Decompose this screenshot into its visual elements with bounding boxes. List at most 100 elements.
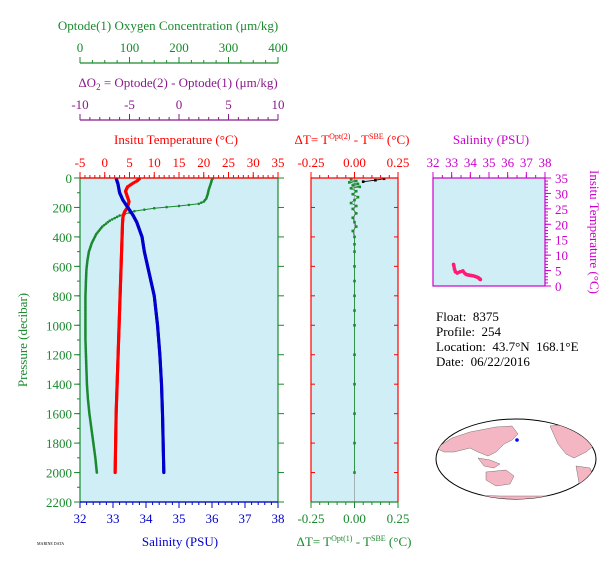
dt-opt2-point (353, 323, 356, 327)
dt-opt2-point (354, 189, 358, 193)
pressure-tick-label: 1200 (46, 348, 72, 363)
dt-opt2-line (349, 179, 360, 473)
ts-point (452, 264, 456, 268)
ts-density-contour (403, 0, 565, 15)
dt-opt2-point (351, 207, 355, 211)
ts-point (458, 270, 462, 274)
dt-opt2-point (354, 225, 358, 228)
ts-salinity-tick-label: 35 (483, 155, 496, 170)
ts-plot-frame (432, 177, 546, 287)
float-info-block: Float: 8375 Profile: 254 Location: 43.7°… (436, 309, 579, 369)
ts-density-contour (403, 0, 565, 24)
location-globe (435, 418, 597, 500)
ts-density-contour (403, 0, 565, 87)
delta-o2-tick-label: -10 (71, 97, 88, 112)
dt-bottom-tick-label: 0.00 (343, 511, 366, 526)
dt-opt2-point (351, 192, 355, 196)
ts-temperature-tick-label: 10 (555, 248, 568, 263)
ts-temperature-tick-label: 5 (555, 264, 562, 279)
salinity-point (162, 470, 166, 475)
dt-bottom-label-part-2: - T (352, 534, 371, 549)
oxygen-point (177, 204, 181, 208)
pressure-tick-label: 0 (66, 171, 73, 186)
dt-bottom-tick-label: -0.25 (297, 511, 324, 526)
temperature-tick-label: 5 (126, 155, 133, 170)
ts-density-contour (403, 0, 565, 78)
dt-opt2-point (353, 353, 356, 357)
location-label: Location: (436, 339, 486, 354)
dt-opt2-point (353, 294, 356, 298)
ts-temperature-tick-label: 20 (555, 217, 568, 232)
dt-opt2-point (353, 235, 356, 239)
ts-point (452, 267, 457, 271)
pressure-tick-label: 400 (53, 230, 73, 245)
date-value: 06/22/2016 (470, 354, 530, 369)
dt-top-label-sup-1: Opt(2) (329, 132, 351, 141)
ts-density-contour (403, 0, 565, 6)
oxygen-point (108, 219, 111, 223)
pressure-tick-label: 600 (53, 259, 73, 274)
pressure-tick-label: 2200 (46, 495, 72, 510)
globe-land-southeast-asia (477, 457, 501, 469)
profile-row: Profile: 254 (436, 324, 579, 339)
main-series (84, 178, 214, 475)
ts-density-contour (403, 0, 565, 51)
delta-o2-label-subscript: 2 (96, 82, 101, 92)
dt-opt2-point (358, 185, 362, 189)
float-row: Float: 8375 (436, 309, 579, 324)
dt-top-label-part-2: - T (350, 132, 369, 147)
footer-tiny-text: MARINE DATA (37, 541, 64, 546)
globe-land-antarctica (436, 491, 596, 499)
dt-opt2-point (354, 179, 358, 183)
delta-o2-tick-label: 10 (272, 97, 285, 112)
dt-top-axis-label: ΔT= TOpt(2) - TSBE (°C) (295, 132, 410, 147)
oxygen-point (104, 222, 108, 225)
globe-land-asia (436, 425, 519, 457)
temperature-tick-label: 25 (222, 155, 235, 170)
dt-opt2-point (349, 187, 353, 190)
salinity-tick-label: 38 (272, 511, 285, 526)
ts-salinity-tick-label: 37 (520, 155, 534, 170)
oxygen-point (152, 206, 156, 210)
dt-opt2-point (349, 178, 353, 181)
ts-density-contour (403, 5, 565, 105)
dt-bottom-label-sup-1: Opt(1) (331, 534, 353, 543)
temperature-tick-label: 35 (272, 155, 285, 170)
oxygen-point (133, 209, 136, 213)
delta-o2-axis: -10 -5 0 5 10 (71, 97, 285, 121)
pressure-tick-label: 1800 (46, 436, 72, 451)
pressure-tick-label: 200 (53, 200, 73, 215)
dt-opt2-point (353, 250, 356, 253)
ts-temperature-tick-label: 15 (555, 233, 568, 248)
date-row: Date: 06/22/2016 (436, 354, 579, 369)
dt-opt1-point (374, 178, 377, 182)
ts-density-contour (403, 32, 565, 132)
oxygen-axis-label: Optode(1) Oxygen Concentration (μm/kg) (58, 18, 278, 33)
ts-series (451, 262, 483, 282)
temperature-tick-label: 0 (102, 155, 109, 170)
ts-temperature-label: Insitu Temperature (°C) (587, 170, 602, 294)
temperature-tick-label: 30 (247, 155, 260, 170)
temperature-tick-label: 15 (173, 155, 186, 170)
dt-top-label-part-1: ΔT= T (295, 132, 330, 147)
dt-opt2-point (353, 471, 356, 474)
temperature-point (113, 470, 117, 475)
dt-top-tick-label: -0.25 (297, 155, 324, 170)
dt-bottom-axis-label: ΔT= TOpt(1) - TSBE (°C) (297, 534, 412, 549)
salinity-tick-label: 33 (107, 511, 120, 526)
dt-opt2-point (351, 184, 355, 187)
main-plot-background (80, 178, 278, 502)
salinity-tick-label: 34 (140, 511, 154, 526)
dt-opt2-point (353, 309, 356, 312)
ts-plot-background (433, 178, 545, 286)
temperature-axis-label: Insitu Temperature (°C) (114, 132, 238, 147)
temperature-tick-label: 20 (197, 155, 210, 170)
dt-opt2-point (353, 412, 356, 415)
ts-temperature-tick-label: 35 (555, 171, 568, 186)
ts-point (478, 277, 483, 282)
dt-opt1-point (361, 180, 365, 183)
pressure-tick-label: 1400 (46, 377, 72, 392)
pressure-tick-label: 1000 (46, 318, 72, 333)
dt-top-label-part-3: (°C) (384, 132, 410, 147)
